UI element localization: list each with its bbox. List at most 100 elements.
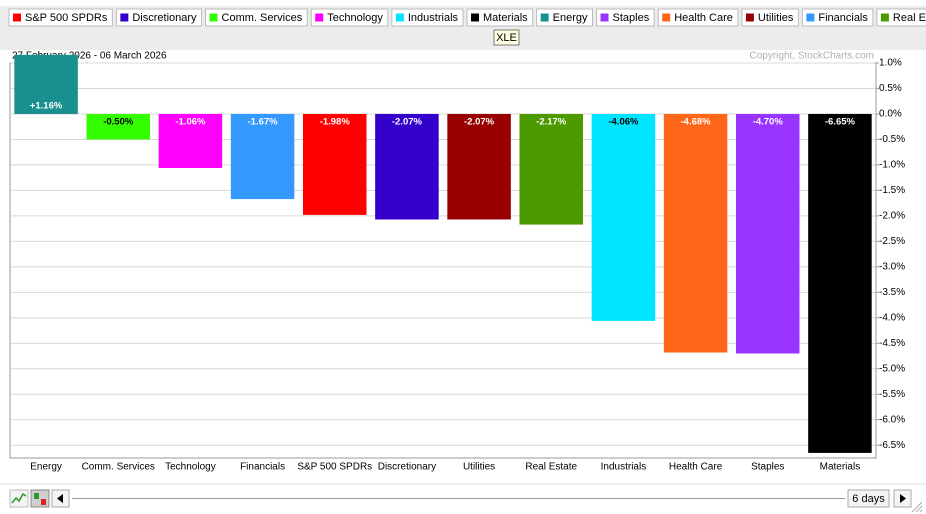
- legend-label: Materials: [483, 12, 528, 24]
- legend-label: Health Care: [674, 12, 733, 24]
- value-label: -2.07%: [392, 116, 423, 127]
- x-tick-label: Real Estate: [525, 462, 577, 473]
- bar: [519, 113, 584, 225]
- x-tick-label: Materials: [820, 462, 861, 473]
- x-tick-label: Utilities: [463, 462, 495, 473]
- x-tick-label: Industrials: [601, 462, 647, 473]
- legend-item[interactable]: [205, 8, 308, 27]
- bar: [591, 113, 656, 321]
- period-button[interactable]: [847, 489, 890, 508]
- x-tick-label: Energy: [30, 462, 62, 473]
- legend-label: Comm. Services: [222, 12, 303, 24]
- legend-swatch: [600, 13, 609, 22]
- bar: [14, 54, 78, 114]
- arrow-right: [900, 494, 906, 503]
- y-tick-label: -1.0%: [879, 160, 905, 171]
- legend-label: Technology: [327, 12, 383, 24]
- bar: [735, 113, 800, 354]
- legend-label: Staples: [613, 12, 650, 24]
- legend-item[interactable]: [596, 8, 655, 27]
- tooltip-box: [493, 29, 520, 46]
- y-tick-label: -3.5%: [879, 287, 905, 298]
- y-tick-label: 1.0%: [879, 58, 902, 69]
- legend-swatch: [745, 13, 754, 22]
- toolbar: 6 days: [0, 483, 926, 513]
- legend-label: Real Estate: [893, 12, 926, 24]
- legend-label: Financials: [818, 12, 868, 24]
- value-label: -4.68%: [681, 116, 712, 127]
- legend-swatch: [120, 13, 129, 22]
- bar-icon-up: [34, 493, 39, 499]
- x-tick-label: Health Care: [669, 462, 723, 473]
- y-tick-label: -3.0%: [879, 262, 905, 273]
- value-label: -2.17%: [536, 116, 567, 127]
- legend-swatch: [315, 13, 324, 22]
- x-tick-label: S&P 500 SPDRs: [297, 462, 372, 473]
- legend-swatch: [806, 13, 815, 22]
- legend-swatch: [540, 13, 549, 22]
- y-tick-label: -5.5%: [879, 389, 905, 400]
- period: 6 days: [852, 493, 885, 505]
- legend-item[interactable]: [741, 8, 799, 27]
- y-tick-label: -4.0%: [879, 312, 905, 323]
- legend-item[interactable]: [310, 8, 389, 27]
- plot-area: [9, 62, 877, 459]
- legend-swatch: [471, 13, 480, 22]
- value-label: -4.70%: [753, 116, 784, 127]
- legend-swatch: [13, 13, 21, 22]
- y-tick-label: -4.5%: [879, 338, 905, 349]
- bar-icon-down: [41, 499, 46, 505]
- chart-type-line[interactable]: [9, 489, 29, 508]
- bar: [230, 113, 295, 200]
- value-label: +1.16%: [30, 100, 63, 111]
- value-label: -1.98%: [320, 116, 351, 127]
- arrow-left: [57, 494, 63, 503]
- legend-item[interactable]: [801, 8, 874, 27]
- resize-grip: [911, 501, 923, 513]
- x-tick-label: Staples: [751, 462, 784, 473]
- y-tick-label: -2.5%: [879, 236, 905, 247]
- bar: [375, 113, 439, 220]
- x-tick-label: Comm. Services: [82, 462, 155, 473]
- y-tick-label: -2.0%: [879, 211, 905, 222]
- value-label: -1.06%: [175, 116, 206, 127]
- legend-swatch: [395, 13, 404, 22]
- y-tick-label: -6.0%: [879, 414, 905, 425]
- legend-label: S&P 500 SPDRs: [25, 12, 108, 24]
- legend-item[interactable]: [536, 8, 593, 27]
- legend-item[interactable]: [115, 8, 203, 27]
- bar: [158, 113, 223, 168]
- bar: [447, 113, 511, 220]
- legend-item[interactable]: [8, 8, 113, 27]
- legend-swatch: [880, 13, 889, 22]
- y-tick-label: 0.0%: [879, 109, 902, 120]
- x-tick-label: Technology: [165, 462, 216, 473]
- y-tick-label: -0.5%: [879, 134, 905, 145]
- legend-label: Discretionary: [132, 12, 197, 24]
- y-tick-label: -6.5%: [879, 440, 905, 451]
- value-label: -4.06%: [608, 116, 639, 127]
- legend-item[interactable]: [391, 8, 464, 27]
- bar: [808, 113, 872, 453]
- bar: [302, 113, 367, 215]
- x-tick-label: Financials: [240, 462, 285, 473]
- chart-type-bar[interactable]: [30, 489, 50, 508]
- legend-item[interactable]: [657, 8, 739, 27]
- date-range: 27 February 2026 - 06 March 2026: [12, 51, 167, 62]
- legend-item[interactable]: [466, 8, 534, 27]
- copyright: Copyright, StockCharts.com: [750, 51, 875, 62]
- bar: [663, 113, 728, 353]
- value-label: -0.50%: [103, 116, 134, 127]
- x-tick-label: Discretionary: [378, 462, 436, 473]
- value-label: -1.67%: [248, 116, 279, 127]
- legend-swatch: [662, 13, 671, 22]
- y-tick-label: -1.5%: [879, 185, 905, 196]
- value-label: -2.07%: [464, 116, 495, 127]
- legend-item[interactable]: [876, 8, 926, 27]
- bar: [86, 113, 151, 140]
- y-tick-label: -5.0%: [879, 363, 905, 374]
- y-tick-label: 0.5%: [879, 83, 902, 94]
- line-icon: [11, 492, 27, 504]
- legend-label: Industrials: [408, 12, 459, 24]
